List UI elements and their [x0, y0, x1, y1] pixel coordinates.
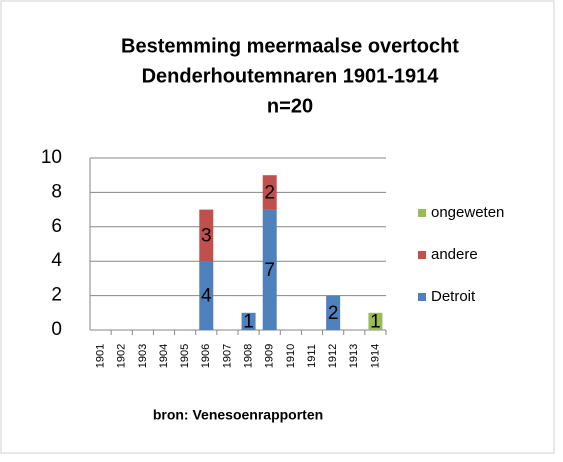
bar: [199, 261, 214, 330]
x-tick-label: 1901: [94, 344, 106, 368]
chart-title: n=20: [267, 95, 313, 117]
value-label: 7: [264, 260, 275, 281]
x-tick-label: 1914: [369, 344, 381, 368]
legend-label: Detroit: [431, 288, 476, 305]
x-tick-label: 1911: [306, 344, 318, 368]
legend-swatch: [418, 251, 426, 259]
legend-label: ongeweten: [431, 204, 504, 221]
value-label: 2: [328, 303, 339, 324]
x-tick-label: 1904: [158, 344, 170, 368]
x-axis-label: bron: Venesoenrapporten: [153, 407, 323, 423]
bar: [199, 209, 214, 262]
value-label: 3: [201, 225, 212, 246]
y-tick-label: 4: [51, 250, 62, 271]
bar: [262, 209, 277, 330]
value-label: 1: [370, 311, 381, 332]
y-tick-label: 6: [51, 216, 62, 237]
chart-title: Denderhoutemnaren 1901-1914: [142, 65, 440, 87]
bar: [368, 312, 383, 330]
x-tick-label: 1910: [285, 344, 297, 368]
bar: [262, 175, 277, 210]
x-tick-label: 1912: [327, 344, 339, 368]
x-tick-label: 1903: [137, 344, 149, 368]
value-label: 1: [243, 311, 254, 332]
y-tick-label: 10: [41, 147, 62, 168]
x-tick-label: 1909: [264, 344, 276, 368]
legend-swatch: [418, 293, 426, 301]
value-label: 4: [201, 286, 212, 307]
y-tick-label: 8: [51, 181, 62, 202]
y-tick-label: 0: [51, 319, 62, 340]
legend-label: andere: [431, 246, 478, 263]
x-tick-label: 1906: [200, 344, 212, 368]
bar: [326, 295, 341, 330]
bar: [241, 312, 256, 330]
x-tick-label: 1907: [221, 344, 233, 368]
value-label: 2: [264, 182, 275, 203]
x-tick-label: 1913: [348, 344, 360, 368]
y-tick-label: 2: [51, 285, 62, 306]
x-tick-label: 1908: [242, 344, 254, 368]
x-tick-label: 1902: [116, 344, 128, 368]
legend-swatch: [418, 209, 426, 217]
x-tick-label: 1905: [179, 344, 191, 368]
chart-title: Bestemming meermaalse overtocht: [121, 35, 459, 57]
